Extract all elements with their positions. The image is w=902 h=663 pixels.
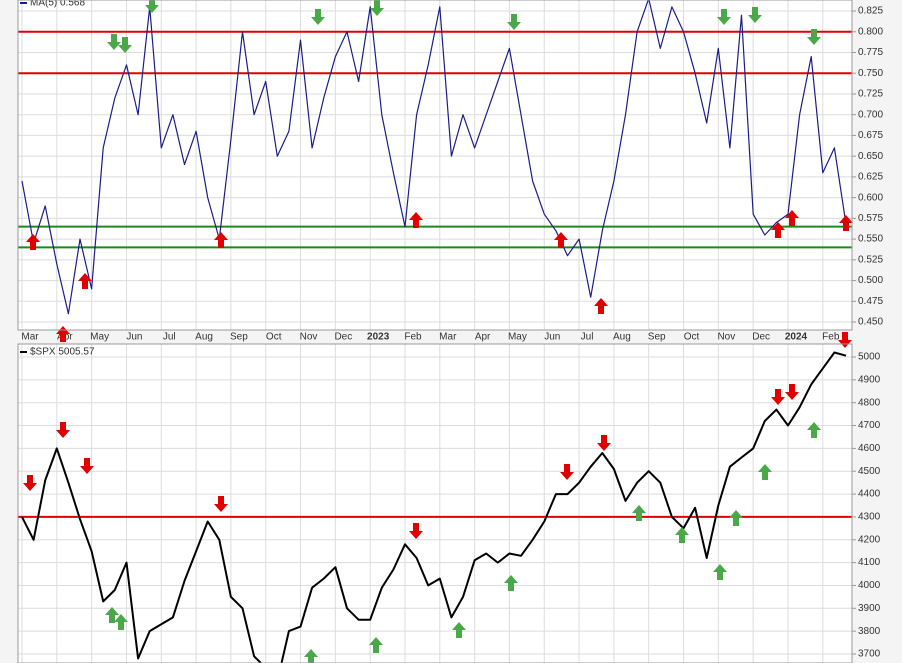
y-tick-label: 0.550 — [858, 234, 883, 245]
y-tick-label: 0.450 — [858, 317, 883, 328]
y-tick-label: 0.675 — [858, 130, 883, 141]
y-tick-label: 3900 — [858, 603, 881, 614]
y-tick-label: 4100 — [858, 557, 881, 568]
y-tick-label: 0.775 — [858, 47, 883, 58]
y-tick-label: 4300 — [858, 512, 881, 523]
plot-area — [18, 0, 852, 330]
y-tick-label: 4400 — [858, 489, 881, 500]
x-tick-label: Nov — [717, 332, 735, 343]
y-tick-label: 4900 — [858, 375, 881, 386]
y-tick-label: 0.700 — [858, 109, 883, 120]
x-tick-label: Mar — [21, 332, 39, 343]
data-line — [21, 0, 847, 315]
y-tick-label: 0.525 — [858, 254, 883, 265]
y-tick-label: 0.575 — [858, 213, 883, 224]
y-tick-label: 0.725 — [858, 89, 883, 100]
x-tick-label: Aug — [613, 332, 631, 343]
y-tick-label: 0.600 — [858, 192, 883, 203]
series-group — [21, 351, 847, 663]
y-tick-label: 3700 — [858, 649, 881, 660]
x-tick-label: Mar — [439, 332, 457, 343]
legend-label: MA(5) 0.568 — [30, 0, 85, 9]
x-tick-label: Feb — [822, 332, 840, 343]
series-group — [21, 0, 847, 315]
plot-area — [18, 344, 852, 663]
x-tick-label: Jul — [581, 332, 594, 343]
y-tick-label: 4600 — [858, 443, 881, 454]
y-tick-label: 4000 — [858, 580, 881, 591]
x-tick-label: Sep — [230, 332, 248, 343]
x-tick-label: Jun — [544, 332, 560, 343]
x-tick-label: Aug — [195, 332, 213, 343]
x-tick-label: Dec — [752, 332, 770, 343]
y-tick-label: 0.825 — [858, 6, 883, 17]
x-tick-label: May — [90, 332, 109, 343]
y-tick-label: 0.625 — [858, 172, 883, 183]
x-tick-label: Nov — [300, 332, 318, 343]
x-tick-label: May — [508, 332, 527, 343]
y-tick-label: 4500 — [858, 466, 881, 477]
x-tick-label: Sep — [648, 332, 666, 343]
y-tick-label: 3800 — [858, 626, 881, 637]
y-tick-label: 4800 — [858, 397, 881, 408]
legend-label: $SPX 5005.57 — [30, 347, 95, 358]
x-tick-label: Feb — [404, 332, 422, 343]
y-tick-label: 4200 — [858, 534, 881, 545]
panel-frame — [17, 343, 853, 663]
y-tick-label: 0.650 — [858, 151, 883, 162]
x-tick-label: 2024 — [785, 332, 808, 343]
x-tick-label: Jun — [126, 332, 142, 343]
panel-frame — [17, 0, 853, 331]
y-tick-label: 0.750 — [858, 68, 883, 79]
x-tick-label: Jul — [163, 332, 176, 343]
x-tick-label: Dec — [334, 332, 352, 343]
y-tick-label: 0.475 — [858, 296, 883, 307]
y-tick-label: 0.500 — [858, 275, 883, 286]
x-tick-label: Oct — [266, 332, 282, 343]
data-line — [21, 351, 847, 663]
x-tick-label: 2023 — [367, 332, 390, 343]
y-tick-label: 4700 — [858, 420, 881, 431]
x-tick-label: Oct — [684, 332, 700, 343]
x-tick-label: Apr — [475, 332, 491, 343]
y-tick-label: 5000 — [858, 352, 881, 363]
y-tick-label: 0.800 — [858, 26, 883, 37]
